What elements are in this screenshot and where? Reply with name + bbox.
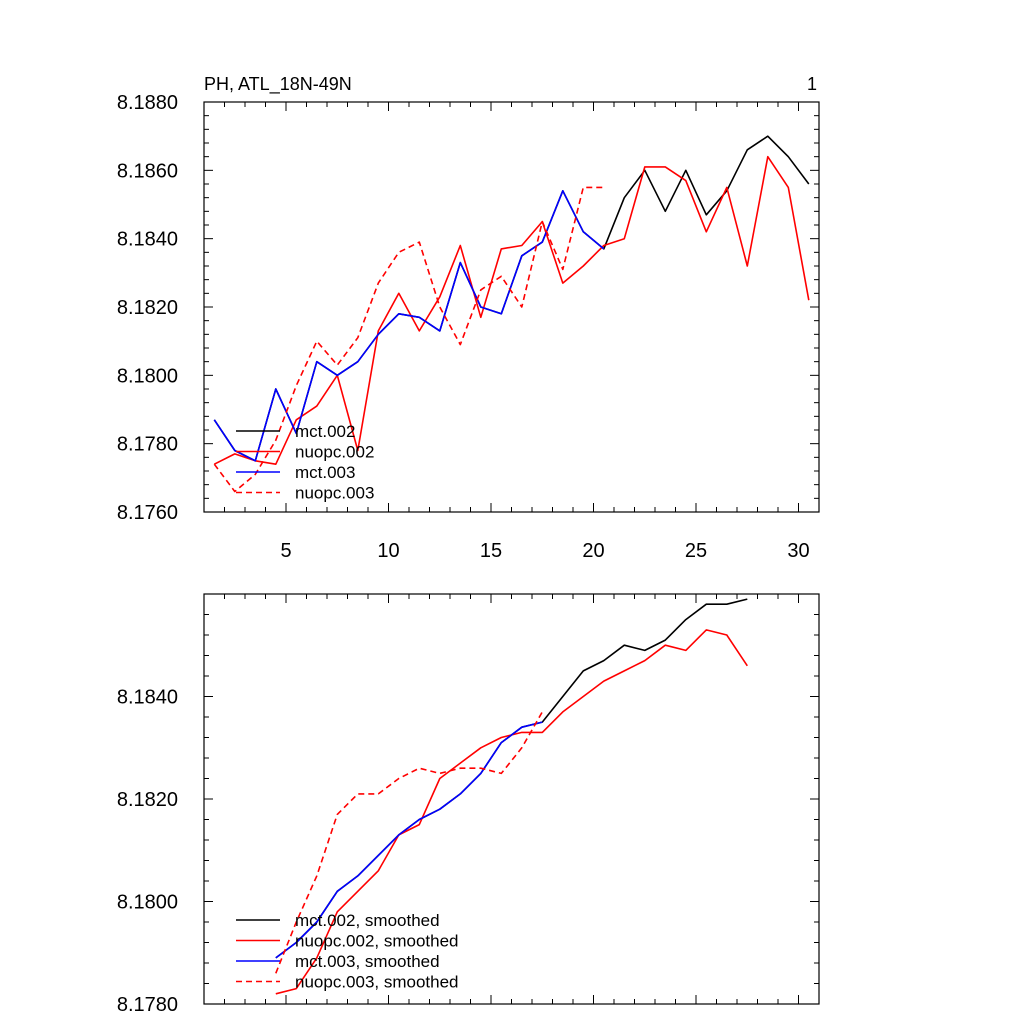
legend-label: nuopc.003 — [295, 484, 374, 503]
chart-panel-top: 5 10 15 20 25 30 8.1760 8.1780 8.1800 8.1820 8.184… — [117, 74, 820, 562]
legend-label: mct.002, smoothed — [295, 911, 440, 930]
y-tick-label: 8.1780 — [117, 434, 178, 456]
y-tick-label: 8.1800 — [117, 892, 178, 914]
y-tick-label: 8.1820 — [117, 297, 178, 319]
legend-label: mct.003 — [295, 463, 355, 482]
series-line-mct-003 — [213, 190, 605, 462]
chart-panel-bottom: 8.1780 8.1800 8.1820 8.1840 mct.002, smoothe… — [117, 593, 820, 1016]
x-tick-label: 15 — [480, 540, 502, 562]
chart-title: PH, ATL_18N-49N — [204, 74, 352, 95]
legend-label: nuopc.002, smoothed — [295, 932, 459, 951]
legend-label: nuopc.003, smoothed — [295, 973, 459, 992]
x-tick-label: 25 — [685, 540, 707, 562]
y-tick-label: 8.1800 — [117, 365, 178, 387]
x-tick-label: 30 — [787, 540, 809, 562]
y-tick-label: 8.1860 — [117, 160, 178, 182]
y-tick-label: 8.1840 — [117, 687, 178, 709]
series-line-mct-003-smoothed — [275, 721, 543, 959]
x-tick-label: 5 — [280, 540, 291, 562]
series-line-nuopc-002 — [213, 155, 810, 466]
legend-label: mct.002 — [295, 422, 355, 441]
y-tick-label: 8.1820 — [117, 789, 178, 811]
series-line-mct-002 — [213, 135, 810, 462]
y-tick-label: 8.1780 — [117, 994, 178, 1016]
y-tick-label: 8.1840 — [117, 229, 178, 251]
legend: mct.002, smoothed nuopc.002, smoothedmct.… — [236, 911, 459, 992]
x-tick-label: 10 — [377, 540, 399, 562]
y-tick-label: 8.1760 — [117, 502, 178, 524]
series-line-mct-002-smoothed — [275, 598, 748, 959]
legend-label: mct.003, smoothed — [295, 952, 440, 971]
legend-label: nuopc.002 — [295, 443, 374, 462]
panel-label: 1 — [807, 74, 817, 94]
x-tick-label: 20 — [582, 540, 604, 562]
y-tick-label: 8.1880 — [117, 92, 178, 114]
